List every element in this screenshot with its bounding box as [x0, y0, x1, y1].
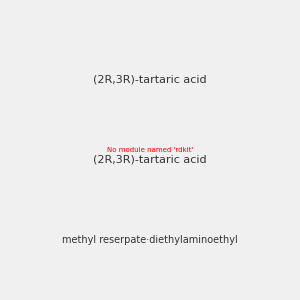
- Text: No module named 'rdkit': No module named 'rdkit': [107, 147, 193, 153]
- Text: methyl reserpate·diethylaminoethyl: methyl reserpate·diethylaminoethyl: [62, 235, 238, 245]
- Text: (2R,3R)-tartaric acid: (2R,3R)-tartaric acid: [93, 155, 207, 165]
- Text: (2R,3R)-tartaric acid: (2R,3R)-tartaric acid: [93, 75, 207, 85]
